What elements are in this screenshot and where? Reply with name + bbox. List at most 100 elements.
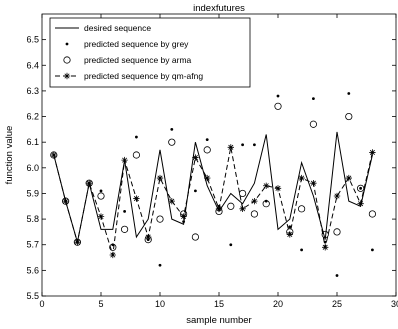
x-tick-label: 0 — [39, 299, 44, 309]
legend-circle-marker — [63, 56, 71, 64]
legend-label: predicted sequence by arma — [84, 55, 192, 65]
x-axis: 0 5 10 15 20 25 30 — [39, 14, 398, 309]
data-point-circle — [262, 200, 270, 208]
data-point-star — [156, 174, 164, 182]
y-tick-label: 6.1 — [26, 137, 39, 147]
data-point-circle — [274, 102, 282, 110]
data-point-star — [145, 233, 152, 241]
data-point-star — [286, 231, 293, 238]
data-point-star — [227, 144, 234, 151]
x-tick-label: 15 — [214, 299, 224, 309]
data-point-dot — [347, 92, 351, 95]
legend: desired sequence predicted sequence by gr… — [49, 17, 251, 88]
data-point-circle — [297, 205, 306, 213]
data-point-star — [369, 149, 376, 156]
legend-entry-2: predicted sequence by arma — [63, 55, 192, 65]
data-point-dot — [253, 143, 256, 147]
data-point-dot — [158, 263, 162, 267]
data-point-star — [109, 251, 116, 259]
data-point-star — [322, 244, 329, 251]
y-tick-label: 6.3 — [26, 86, 39, 96]
data-point-circle — [191, 233, 199, 241]
data-point-circle — [203, 146, 211, 154]
y-tick-label: 6.0 — [26, 163, 39, 173]
data-point-star — [345, 174, 352, 182]
data-point-dot — [182, 220, 186, 224]
data-point-circle — [132, 151, 140, 159]
data-point-dot — [359, 186, 362, 190]
data-point-star — [310, 180, 317, 187]
y-tick-label: 5.9 — [26, 188, 39, 198]
data-point-circle — [333, 228, 341, 236]
legend-label: predicted sequence by grey — [84, 39, 189, 49]
data-point-dot — [276, 94, 280, 98]
y-tick-label: 6.4 — [26, 60, 39, 70]
data-point-dot — [300, 248, 303, 252]
data-point-star — [263, 182, 270, 189]
x-tick-label: 30 — [391, 299, 398, 309]
y-tick-label: 5.7 — [26, 240, 39, 250]
y-tick-label: 6.5 — [26, 35, 39, 45]
data-point-dot — [99, 189, 103, 193]
y-tick-label: 5.8 — [26, 214, 39, 224]
data-point-circle — [309, 120, 317, 128]
legend-entry-3: predicted sequence by qm-afng — [55, 71, 203, 81]
x-tick-label: 20 — [273, 299, 283, 309]
data-point-star — [251, 197, 258, 205]
y-tick-label: 5.6 — [26, 265, 39, 275]
data-point-circle — [227, 202, 235, 210]
x-axis-label: sample number — [186, 315, 251, 326]
y-tick-label: 6.2 — [26, 112, 39, 122]
series-3 — [50, 144, 376, 259]
data-point-star — [192, 154, 199, 161]
data-point-dot — [170, 127, 174, 131]
legend-entry-0: desired sequence — [55, 23, 151, 33]
y-axis: 5.5 5.6 5.7 5.8 5.9 6.0 6.1 6.2 6.3 6.4 6.5 — [26, 35, 396, 301]
series-line — [53, 147, 373, 256]
data-point-circle — [97, 192, 105, 200]
legend-box — [49, 17, 251, 88]
data-point-dot — [229, 243, 233, 247]
y-tick-label: 5.5 — [26, 291, 39, 301]
data-point-dot — [241, 143, 245, 147]
data-point-circle — [345, 112, 353, 121]
data-point-dot — [123, 210, 126, 213]
data-point-circle — [121, 225, 129, 233]
data-point-star — [121, 156, 128, 164]
data-point-star — [168, 197, 175, 205]
data-point-star — [62, 197, 69, 205]
x-tick-label: 25 — [332, 299, 342, 309]
legend-entry-1: predicted sequence by grey — [65, 39, 189, 49]
data-point-star — [298, 174, 305, 182]
x-tick-label: 10 — [155, 299, 165, 309]
data-point-star — [74, 238, 81, 246]
legend-label: desired sequence — [84, 23, 151, 33]
data-point-star — [86, 180, 93, 187]
data-point-circle — [168, 138, 176, 146]
data-point-circle — [109, 243, 117, 251]
data-point-circle — [239, 189, 247, 198]
x-tick-label: 5 — [98, 299, 103, 309]
data-point-star — [274, 185, 282, 192]
data-point-star — [50, 151, 57, 159]
legend-label: predicted sequence by qm-afng — [84, 71, 203, 81]
data-point-star — [215, 205, 223, 213]
series-layer — [50, 92, 376, 277]
data-point-dot — [288, 225, 292, 229]
data-point-dot — [335, 274, 339, 277]
chart-title: indexfutures — [193, 3, 245, 14]
data-point-circle — [250, 210, 258, 218]
y-axis-label: function value — [4, 126, 15, 185]
data-point-circle — [156, 215, 164, 223]
data-point-circle — [321, 230, 329, 239]
data-point-dot — [205, 138, 209, 142]
data-point-star — [133, 195, 140, 202]
legend-star-marker — [63, 72, 71, 80]
data-point-dot — [194, 189, 197, 193]
data-point-star — [97, 213, 105, 220]
data-point-star — [204, 174, 211, 182]
legend-dot-marker — [65, 42, 69, 46]
data-point-dot — [371, 248, 374, 252]
data-point-star — [333, 192, 341, 200]
